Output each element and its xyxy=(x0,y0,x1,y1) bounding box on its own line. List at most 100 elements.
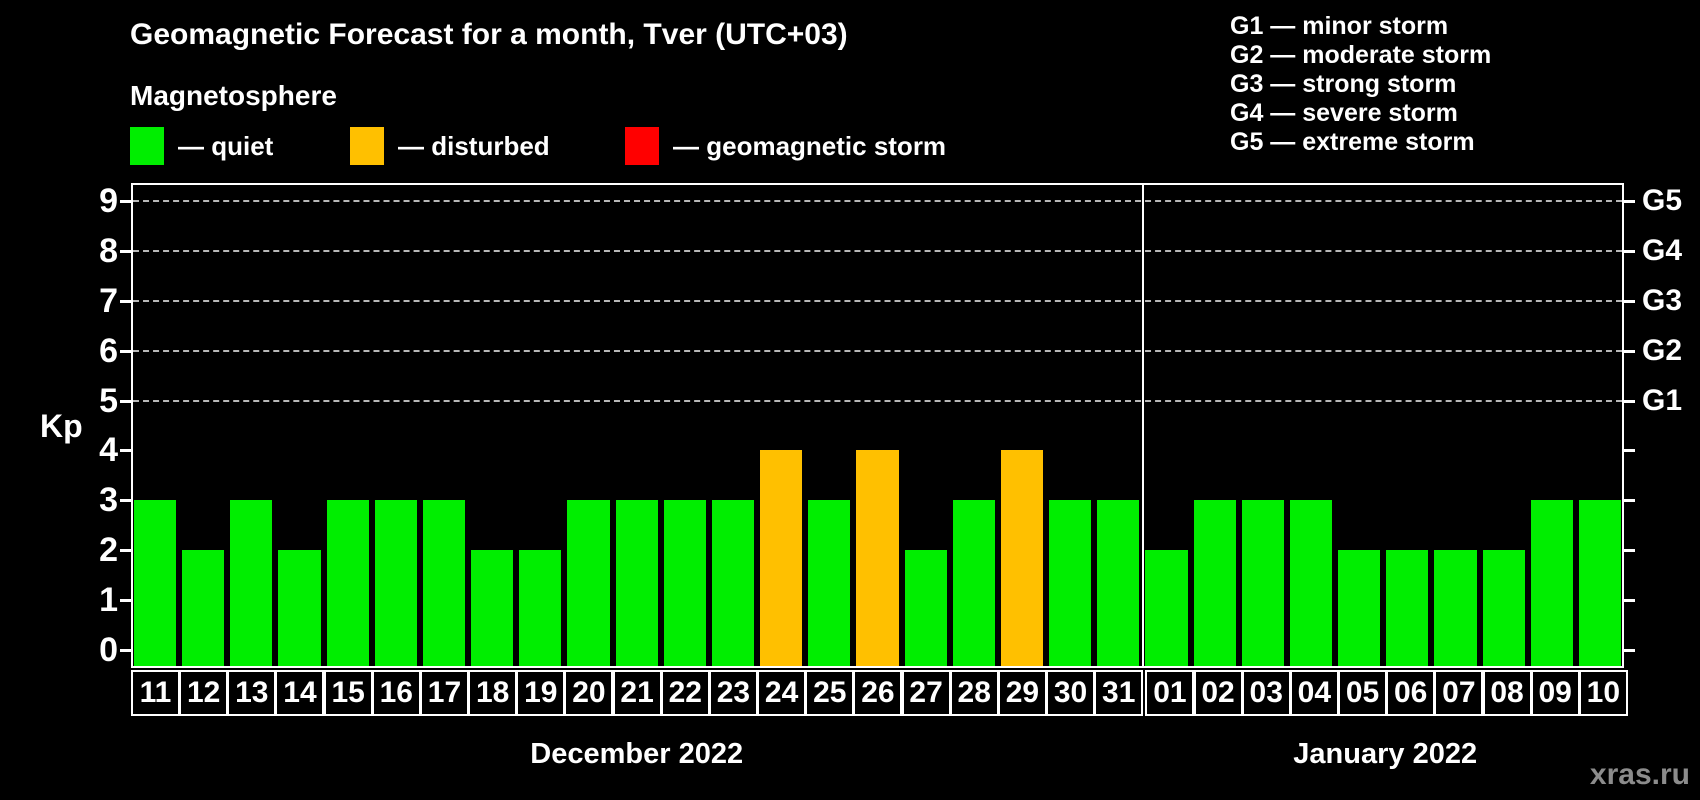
g-axis-label-G5: G5 xyxy=(1642,183,1683,217)
y-tick-label-7: 7 xyxy=(99,281,118,320)
day-label-06: 06 xyxy=(1386,670,1436,716)
kp-bar-day-15 xyxy=(326,500,369,666)
day-label-11: 11 xyxy=(131,670,180,716)
y-tick-left-3 xyxy=(120,499,131,503)
quiet-color-swatch xyxy=(130,127,164,165)
kp-bar-day-17 xyxy=(422,500,466,666)
kp-bar-day-21 xyxy=(615,500,658,666)
kp-bar-day-29 xyxy=(1000,450,1044,666)
day-label-25: 25 xyxy=(805,670,855,716)
kp-bar-day-22 xyxy=(663,500,706,666)
day-label-05: 05 xyxy=(1338,670,1388,716)
day-label-10: 10 xyxy=(1578,670,1628,716)
gridline-kp-5 xyxy=(133,399,1622,402)
kp-bar-day-28 xyxy=(952,500,995,666)
day-label-17: 17 xyxy=(419,670,469,716)
day-label-31: 31 xyxy=(1094,670,1144,716)
kp-bar-day-13 xyxy=(230,500,273,666)
day-label-18: 18 xyxy=(468,670,518,716)
y-tick-label-4: 4 xyxy=(99,431,118,470)
legend-item-disturbed: — disturbed xyxy=(350,126,550,166)
plot-area xyxy=(131,183,1624,668)
kp-bar-day-12 xyxy=(182,550,225,666)
legend-label-disturbed: — disturbed xyxy=(398,130,550,161)
kp-bar-day-25 xyxy=(808,500,851,666)
kp-bar-day-10 xyxy=(1578,500,1621,666)
kp-bar-day-11 xyxy=(134,500,177,666)
y-tick-left-5 xyxy=(120,399,131,403)
day-label-29: 29 xyxy=(997,670,1047,716)
day-label-15: 15 xyxy=(323,670,373,716)
day-label-02: 02 xyxy=(1193,670,1243,716)
kp-bar-day-31 xyxy=(1097,500,1140,666)
day-label-22: 22 xyxy=(660,670,710,716)
y-tick-left-0 xyxy=(120,649,131,652)
kp-bar-day-27 xyxy=(904,550,947,666)
y-tick-left-6 xyxy=(120,349,131,353)
y-tick-label-6: 6 xyxy=(99,331,118,370)
gridline-kp-6 xyxy=(133,349,1622,352)
y-tick-label-0: 0 xyxy=(99,631,118,669)
y-tick-right-5 xyxy=(1624,399,1635,403)
gridline-kp-8 xyxy=(133,249,1622,252)
day-label-07: 07 xyxy=(1434,670,1484,716)
g-legend-line-4: G4 — severe storm xyxy=(1230,99,1458,127)
g-legend-line-1: G1 — minor storm xyxy=(1230,12,1449,40)
day-label-16: 16 xyxy=(371,670,421,716)
kp-bar-day-24 xyxy=(760,450,803,666)
kp-bar-day-16 xyxy=(374,500,417,666)
y-tick-left-1 xyxy=(120,599,131,603)
day-label-26: 26 xyxy=(853,670,903,716)
day-label-30: 30 xyxy=(1046,670,1096,716)
kp-bar-day-20 xyxy=(567,500,610,666)
page-title: Geomagnetic Forecast for a month, Tver (… xyxy=(130,18,848,51)
kp-bar-day-05 xyxy=(1338,550,1381,666)
day-label-08: 08 xyxy=(1482,670,1532,716)
y-tick-right-4 xyxy=(1624,449,1635,453)
y-tick-right-2 xyxy=(1624,549,1635,553)
y-tick-right-3 xyxy=(1624,499,1635,503)
g-scale-legend: G1 — minor storm G2 — moderate storm G3 — … xyxy=(1230,12,1491,157)
kp-bar-day-18 xyxy=(471,550,514,666)
kp-bar-day-23 xyxy=(711,500,755,666)
y-tick-left-9 xyxy=(120,199,131,203)
day-label-12: 12 xyxy=(179,670,229,716)
day-label-28: 28 xyxy=(949,670,999,716)
g-legend-line-5: G5 — extreme storm xyxy=(1230,128,1475,156)
kp-bar-day-09 xyxy=(1530,500,1573,666)
day-label-01: 01 xyxy=(1145,670,1195,716)
kp-bar-day-02 xyxy=(1193,500,1236,666)
y-tick-label-3: 3 xyxy=(99,481,118,520)
kp-bar-day-30 xyxy=(1049,500,1092,666)
y-tick-left-8 xyxy=(120,249,131,253)
gridline-kp-9 xyxy=(133,199,1622,202)
g-legend-line-2: G2 — moderate storm xyxy=(1230,41,1492,69)
legend-label-storm: — geomagnetic storm xyxy=(673,130,947,161)
day-label-20: 20 xyxy=(564,670,614,716)
month-label-january: January 2022 xyxy=(1293,738,1478,770)
storm-color-swatch xyxy=(625,127,659,165)
legend-item-storm: — geomagnetic storm xyxy=(625,126,946,166)
watermark: xras.ru xyxy=(1589,758,1690,791)
day-label-24: 24 xyxy=(757,670,807,716)
y-tick-left-4 xyxy=(120,449,131,453)
legend-item-quiet: — quiet xyxy=(130,126,273,166)
gridline-kp-7 xyxy=(133,299,1622,302)
g-axis-label-G2: G2 xyxy=(1642,333,1683,367)
day-label-04: 04 xyxy=(1289,670,1339,716)
y-tick-right-7 xyxy=(1624,299,1635,303)
magnetosphere-subtitle: Magnetosphere xyxy=(130,80,337,111)
g-axis-label-G4: G4 xyxy=(1642,233,1683,267)
y-tick-left-7 xyxy=(120,299,131,303)
kp-bar-day-06 xyxy=(1386,550,1429,666)
kp-bar-day-04 xyxy=(1289,500,1333,666)
day-label-21: 21 xyxy=(612,670,662,716)
day-label-03: 03 xyxy=(1241,670,1291,716)
kp-bar-day-08 xyxy=(1482,550,1525,666)
month-label-december: December 2022 xyxy=(530,738,744,770)
kp-bar-day-01 xyxy=(1145,550,1188,666)
y-tick-label-9: 9 xyxy=(99,181,118,220)
kp-bar-day-03 xyxy=(1241,500,1284,666)
kp-bar-day-19 xyxy=(519,550,562,666)
